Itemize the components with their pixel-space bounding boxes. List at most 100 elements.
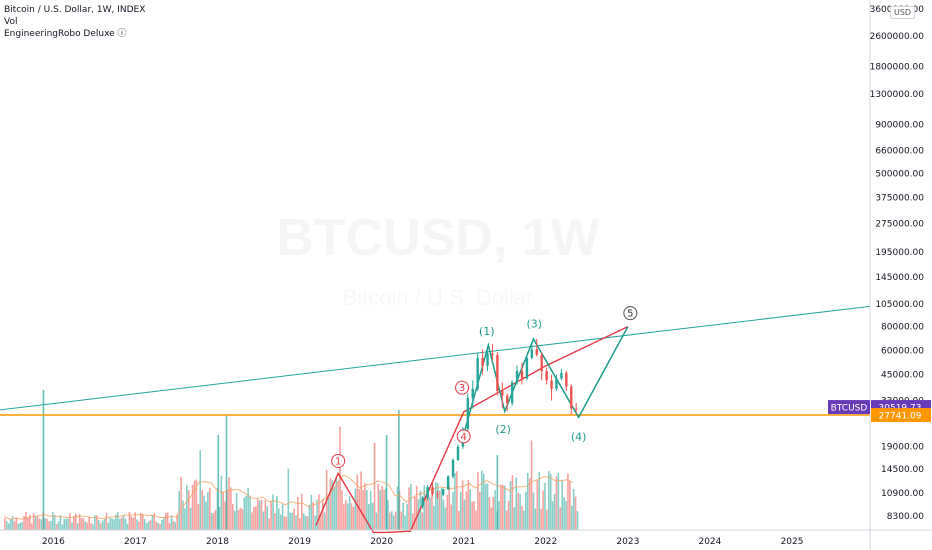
- volume-bar: [254, 506, 257, 530]
- volume-bar: [57, 521, 60, 530]
- volume-bar: [555, 476, 558, 530]
- volume-bar: [456, 471, 458, 530]
- volume-bar: [377, 483, 380, 530]
- volume-bar: [92, 524, 94, 530]
- wave-label-number: 5: [627, 309, 633, 320]
- volume-bar: [406, 504, 408, 530]
- volume-bar: [159, 524, 161, 530]
- volume-bar: [320, 514, 322, 530]
- volume-bar: [281, 503, 284, 530]
- volume-bar: [94, 515, 96, 530]
- volume-bar: [536, 479, 539, 530]
- volume-bar: [82, 518, 85, 530]
- volume-bar: [291, 512, 293, 530]
- volume-bar: [341, 490, 343, 530]
- volume-bar: [218, 506, 221, 530]
- volume-bar: [410, 484, 412, 530]
- volume-bar: [293, 508, 295, 530]
- volume-bar: [149, 520, 152, 530]
- volume-bar: [572, 488, 575, 530]
- volume-bar: [465, 491, 468, 530]
- volume-bar: [574, 496, 577, 530]
- volume-bar: [7, 523, 10, 530]
- circled-wave-label: 1: [331, 453, 346, 468]
- volume-bar: [498, 501, 500, 530]
- volume-bar: [379, 490, 382, 530]
- watermark-symbol: BTCUSD, 1W: [276, 209, 600, 267]
- volume-bar: [151, 515, 154, 530]
- volume-bar: [513, 507, 516, 530]
- volume-bar: [140, 512, 142, 530]
- volume-bar: [450, 504, 452, 530]
- volume-bar: [371, 502, 374, 530]
- volume-bar: [329, 477, 332, 530]
- volume-bar: [389, 512, 391, 530]
- wave-labels: (1) (2) (3) (4) 5 3 4 1: [331, 306, 638, 468]
- volume-bar: [27, 517, 29, 530]
- volume-bar: [187, 490, 190, 530]
- volume-indicator-label[interactable]: Vol: [4, 17, 18, 27]
- time-axis[interactable]: 2016 2017 2018 2019 2020 2021 2022 2023 2024 2025: [0, 529, 932, 547]
- volume-bar: [331, 480, 334, 530]
- price-tick-label: 10900.00: [881, 489, 924, 499]
- volume-bar: [302, 513, 305, 530]
- volume-bar: [34, 516, 37, 530]
- volume-bar: [488, 497, 491, 530]
- volume-bar: [233, 511, 236, 530]
- volume-bar: [122, 514, 125, 530]
- volume-bar: [322, 498, 324, 530]
- currency-button[interactable]: USD: [890, 6, 916, 19]
- volume-bar: [392, 515, 395, 530]
- price-tick-label: 195000.00: [875, 248, 924, 258]
- volume-bar: [274, 513, 276, 530]
- volume-bar: [547, 471, 550, 530]
- volume-bar: [515, 477, 518, 530]
- volume-bar: [230, 487, 232, 530]
- volume-bar: [120, 517, 123, 530]
- volume-bar: [503, 485, 506, 530]
- volume-bar: [189, 507, 192, 530]
- volume-bar: [217, 435, 220, 530]
- rising-trendline: [0, 305, 871, 411]
- volume-bar: [484, 483, 487, 530]
- candle-body: [451, 459, 455, 477]
- volume-bar: [51, 512, 54, 530]
- candle-body: [540, 354, 543, 372]
- volume-bar: [21, 522, 23, 530]
- volume-bar: [344, 500, 347, 530]
- candle-body: [560, 372, 563, 379]
- volume-bar: [419, 490, 422, 530]
- volume-bar: [360, 471, 362, 530]
- time-tick-label: 2025: [781, 537, 804, 547]
- volume-bar: [327, 497, 330, 530]
- volume-bar: [461, 480, 464, 530]
- wave-label: (1): [479, 325, 495, 338]
- candle-body: [421, 497, 424, 507]
- symbol-tag-bg: [828, 400, 870, 415]
- volume-bar: [105, 512, 108, 530]
- volume-bar: [528, 478, 531, 530]
- volume-bar: [63, 518, 66, 530]
- watermark-description: Bitcoin / U.S. Dollar: [343, 285, 534, 310]
- symbol-watermark: BTCUSD, 1W Bitcoin / U.S. Dollar: [276, 209, 600, 310]
- volume-bar: [59, 515, 62, 530]
- candle-body: [486, 353, 489, 366]
- volume-bar: [197, 503, 200, 530]
- volume-bar: [400, 511, 403, 530]
- volume-bar: [383, 489, 385, 530]
- price-tick-label: 105000.00: [875, 300, 924, 310]
- volume-bar: [71, 522, 73, 530]
- drawings[interactable]: [0, 305, 871, 534]
- volume-bar: [530, 440, 533, 530]
- price-axis[interactable]: 3600000.002600000.001800000.001300000.00…: [828, 0, 931, 550]
- volume-bar: [521, 505, 523, 530]
- engineeringrobo-indicator-label[interactable]: EngineeringRobo Deluxe ⓘ: [4, 29, 127, 39]
- volume-bar: [239, 507, 242, 530]
- symbol-title[interactable]: Bitcoin / U.S. Dollar, 1W, INDEX: [4, 5, 146, 15]
- volume-bar: [44, 518, 46, 530]
- volume-bar: [207, 491, 209, 530]
- volume-bar: [50, 520, 52, 530]
- volume-bar: [109, 518, 112, 530]
- volume-bar: [65, 518, 67, 530]
